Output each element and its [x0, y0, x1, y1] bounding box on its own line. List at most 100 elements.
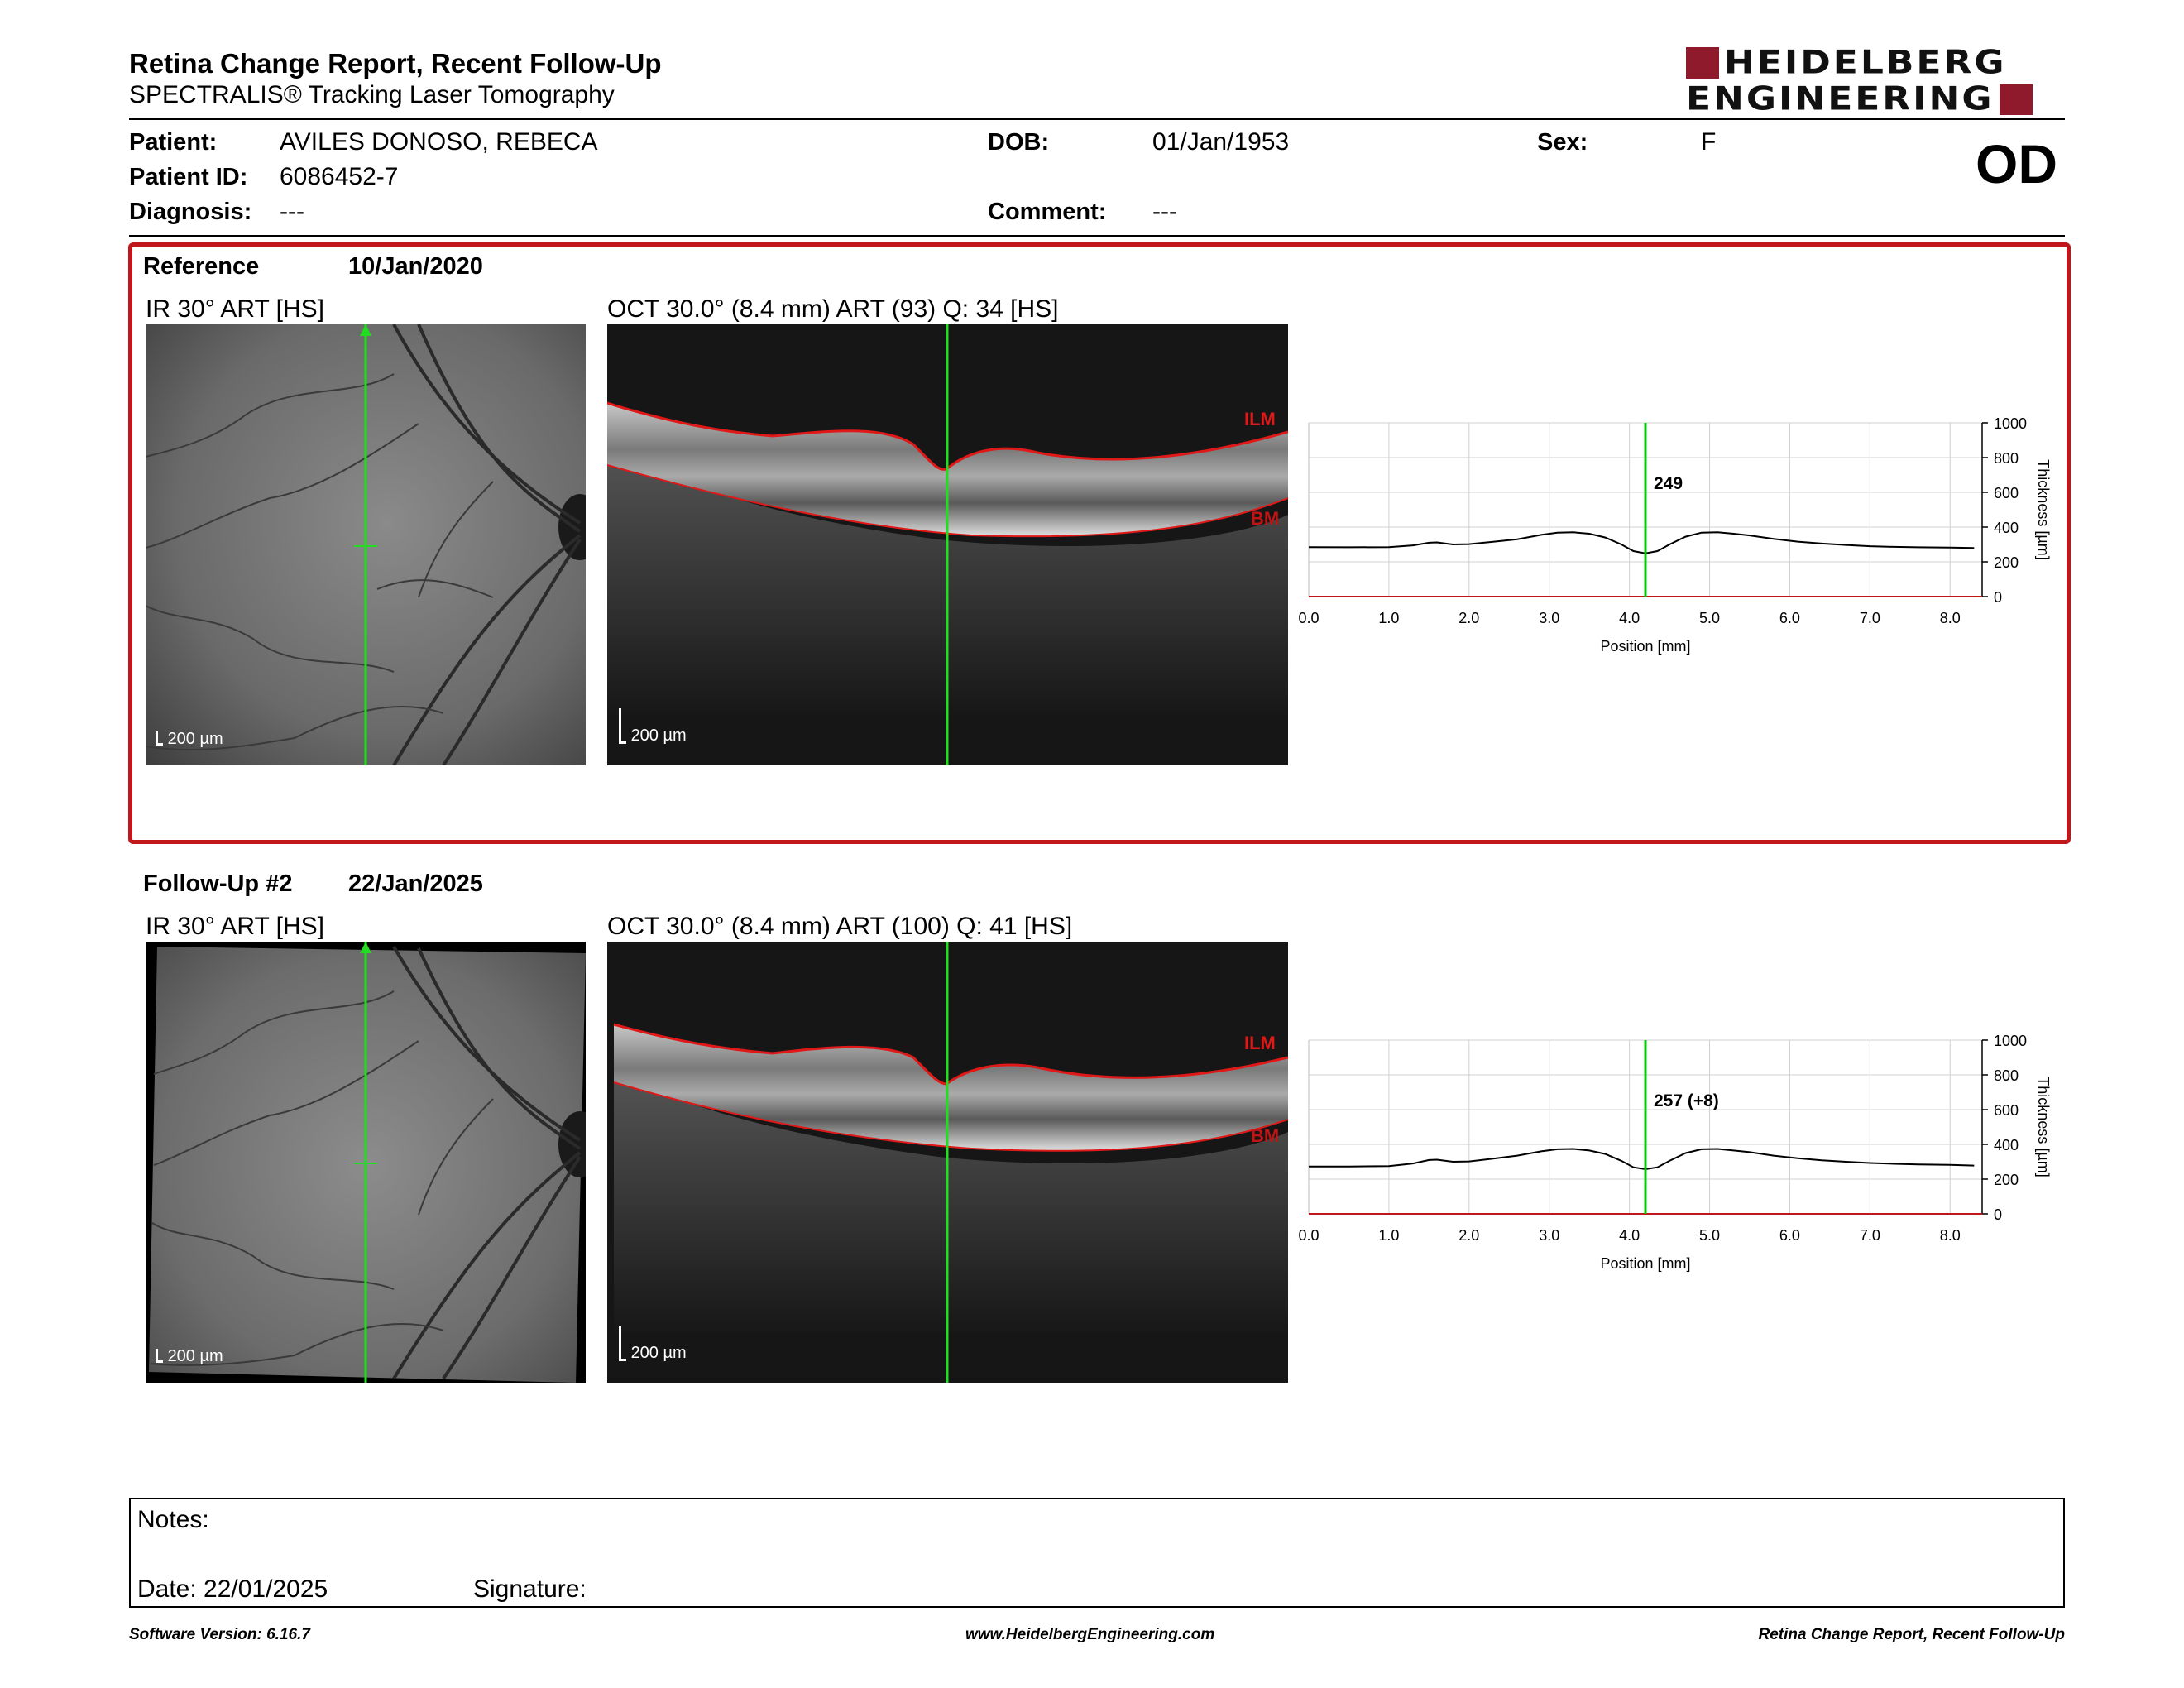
- x-axis-label: Position [mm]: [1600, 1255, 1690, 1272]
- reference-label: Reference: [143, 253, 260, 280]
- scalebar-label: 200 µm: [167, 1347, 223, 1365]
- x-axis-label: Position [mm]: [1600, 638, 1690, 655]
- report-title: Retina Change Report, Recent Follow-Up: [129, 48, 662, 79]
- x-tick-label: 4.0: [1619, 610, 1640, 626]
- reference-ir-image: 200 µm: [146, 324, 586, 765]
- x-tick-label: 8.0: [1940, 610, 1961, 626]
- reference-oct-title: OCT 30.0° (8.4 mm) ART (93) Q: 34 [HS]: [607, 295, 1059, 323]
- y-axis-label: Thickness [µm]: [2035, 1077, 2052, 1177]
- footer-report-name: Retina Change Report, Recent Follow-Up: [1758, 1626, 2065, 1643]
- notes-label: Notes:: [137, 1506, 209, 1533]
- footer-software-version: Software Version: 6.16.7: [129, 1626, 310, 1643]
- heidelberg-logo: HEIDELBERG ENGINEERING: [1686, 46, 2033, 116]
- comment-value: ---: [1152, 198, 1177, 225]
- diagnosis-value: ---: [280, 198, 304, 225]
- dob-label: DOB:: [988, 129, 1050, 156]
- x-tick-label: 0.0: [1298, 610, 1319, 626]
- y-tick-label: 1000: [1994, 415, 2027, 432]
- eye-indicator: OD: [1976, 133, 2057, 194]
- followup-ir-image: 200 µm: [146, 942, 586, 1383]
- reference-ir-title: IR 30° ART [HS]: [146, 295, 324, 323]
- followup-ir-title: IR 30° ART [HS]: [146, 913, 324, 940]
- patient-name: AVILES DONOSO, REBECA: [280, 128, 598, 156]
- x-tick-label: 1.0: [1378, 610, 1399, 626]
- reference-ir-scalebar: 200 µm: [156, 730, 223, 749]
- followup-oct-scalebar: 200 µm: [619, 1326, 687, 1363]
- reference-ilm-label: ILM: [1244, 409, 1276, 429]
- y-tick-label: 0: [1994, 1206, 2002, 1223]
- cursor-value-label: 249: [1654, 474, 1683, 493]
- reference-bm-label: BM: [1251, 508, 1279, 529]
- scalebar-icon: [619, 708, 626, 744]
- y-tick-label: 600: [1994, 1102, 2019, 1119]
- patient-id: 6086452-7: [280, 163, 399, 190]
- scalebar-label: 200 µm: [630, 1344, 687, 1362]
- x-tick-label: 6.0: [1779, 610, 1800, 626]
- followup-ilm-label: ILM: [1244, 1033, 1276, 1053]
- x-tick-label: 3.0: [1539, 1227, 1559, 1244]
- x-tick-label: 1.0: [1378, 1227, 1399, 1244]
- thickness-line: [1309, 1148, 1975, 1171]
- signature-label: Signature:: [473, 1575, 587, 1603]
- reference-thickness-chart: 0 200 400 600 800 1000 0.0 1.0 2.0 3.0 4.0 5.0 6.0 7.…: [1298, 415, 2052, 655]
- dob-value: 01/Jan/1953: [1152, 128, 1290, 156]
- scalebar-icon: [619, 1326, 626, 1361]
- footer-website-link[interactable]: www.HeidelbergEngineering.com: [965, 1626, 1215, 1643]
- notes-box[interactable]: Notes: Date: 22/01/2025 Signature:: [129, 1498, 2065, 1608]
- patient-divider: [129, 235, 2065, 237]
- notes-date: Date: 22/01/2025: [137, 1575, 328, 1603]
- fundus-image: [149, 942, 586, 1383]
- reference-oct-image: ILM BM 200 µm: [607, 324, 1288, 765]
- scalebar-icon: [156, 731, 163, 746]
- diagnosis-label: Diagnosis:: [129, 199, 252, 225]
- logo-square-icon: [1999, 84, 2033, 115]
- reference-panel: [128, 242, 2071, 844]
- y-tick-label: 800: [1994, 450, 2019, 467]
- cursor-value-label: 257 (+8): [1654, 1091, 1719, 1110]
- x-tick-label: 7.0: [1860, 610, 1880, 626]
- x-tick-label: 3.0: [1539, 610, 1559, 626]
- y-tick-label: 800: [1994, 1067, 2019, 1084]
- patient-label: Patient:: [129, 129, 218, 156]
- followup-oct-title: OCT 30.0° (8.4 mm) ART (100) Q: 41 [HS]: [607, 913, 1073, 940]
- y-tick-label: 1000: [1994, 1033, 2027, 1049]
- x-tick-label: 6.0: [1779, 1227, 1800, 1244]
- logo-square-icon: [1686, 47, 1719, 79]
- header-divider: [129, 118, 2065, 120]
- followup-oct-image: ILM BM 200 µm: [607, 942, 1288, 1383]
- scalebar-label: 200 µm: [630, 727, 687, 745]
- followup-ir-scalebar: 200 µm: [156, 1347, 223, 1366]
- y-axis-label: Thickness [µm]: [2035, 459, 2052, 559]
- sex-label: Sex:: [1537, 129, 1588, 156]
- logo-line1: HEIDELBERG: [1724, 43, 2007, 82]
- followup-thickness-chart: 0 200 400 600 800 1000 0.0 1.0 2.0 3.0 4.0 5.0 6.0 7.…: [1298, 1033, 2052, 1272]
- followup-date: 22/Jan/2025: [348, 870, 483, 897]
- followup-label: Follow-Up #2: [143, 870, 293, 897]
- scalebar-label: 200 µm: [167, 730, 223, 748]
- reference-date: 10/Jan/2020: [348, 253, 483, 280]
- oct-bscan: ILM BM: [607, 942, 1288, 1383]
- y-tick-label: 400: [1994, 1137, 2019, 1153]
- comment-label: Comment:: [988, 199, 1107, 225]
- y-tick-label: 600: [1994, 485, 2019, 501]
- x-tick-label: 0.0: [1298, 1227, 1319, 1244]
- y-tick-label: 0: [1994, 589, 2002, 606]
- followup-bm-label: BM: [1251, 1125, 1279, 1146]
- x-tick-label: 5.0: [1699, 610, 1720, 626]
- x-tick-label: 8.0: [1940, 1227, 1961, 1244]
- oct-bscan: ILM BM: [607, 324, 1288, 765]
- scalebar-icon: [156, 1349, 163, 1363]
- thickness-line: [1308, 531, 1975, 554]
- sex-value: F: [1701, 128, 1717, 156]
- fundus-image: [146, 324, 586, 765]
- y-tick-label: 400: [1994, 520, 2019, 536]
- x-tick-label: 2.0: [1458, 610, 1479, 626]
- patient-id-label: Patient ID:: [129, 164, 248, 190]
- report-subtitle: SPECTRALIS® Tracking Laser Tomography: [129, 81, 615, 108]
- x-tick-label: 2.0: [1458, 1227, 1479, 1244]
- y-tick-label: 200: [1994, 1172, 2019, 1188]
- reference-oct-scalebar: 200 µm: [619, 708, 687, 746]
- x-tick-label: 4.0: [1619, 1227, 1640, 1244]
- y-tick-label: 200: [1994, 554, 2019, 571]
- x-tick-label: 5.0: [1699, 1227, 1720, 1244]
